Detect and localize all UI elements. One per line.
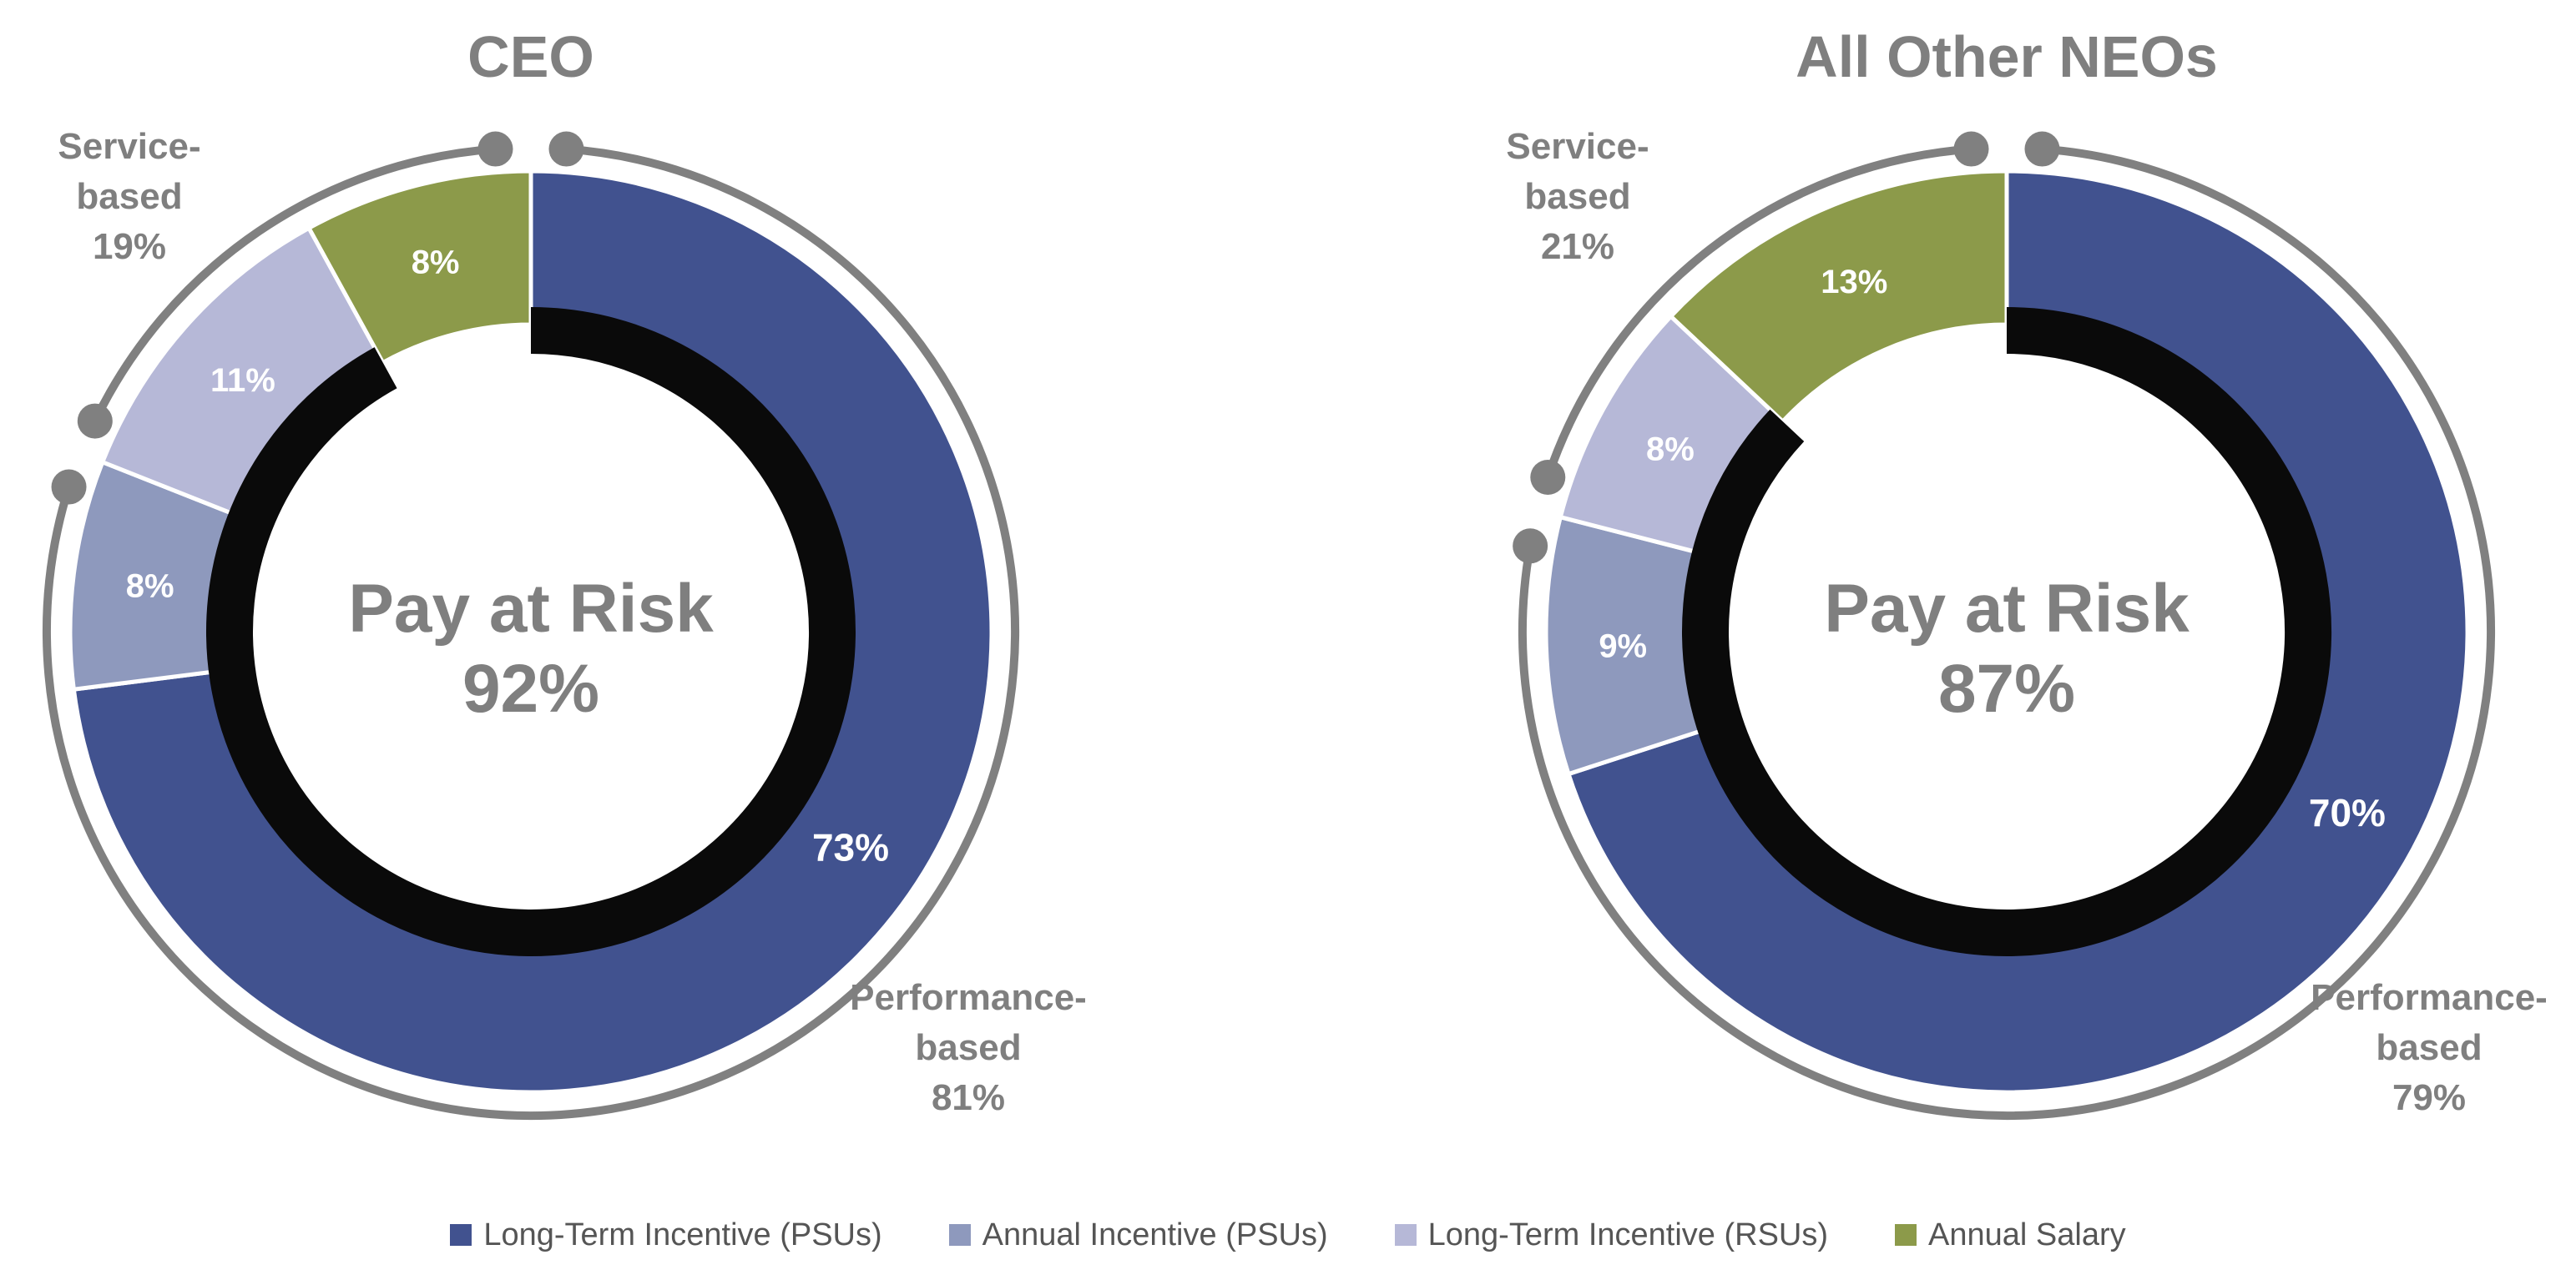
bracket-endpoint (51, 469, 87, 505)
performance-based-label: Performance-based 79% (2311, 977, 2548, 1118)
group-label-line: based (2376, 1027, 2482, 1068)
performance-bracket (43, 144, 1019, 1120)
service-based-label: Service-based 19% (58, 126, 200, 267)
bracket-endpoint (1513, 528, 1548, 564)
donut-slice (306, 169, 533, 365)
legend-swatch-annual-psu (948, 1224, 971, 1246)
legend-swatch-lti-rsu (1394, 1224, 1417, 1246)
center-label: Pay at Risk (348, 571, 714, 647)
group-label-line: Performance- (2311, 977, 2548, 1018)
pay-at-risk-ring (206, 307, 856, 956)
bracket-endpoint (77, 403, 113, 439)
group-label-line: Performance- (850, 977, 1087, 1018)
center-value: 92% (462, 651, 599, 727)
group-label-line: based (915, 1027, 1021, 1068)
bracket-endpoint (1953, 131, 1989, 167)
slice-label: 73% (812, 825, 889, 869)
chart-title: All Other NEOs (1796, 24, 2218, 89)
legend-label: Annual Incentive (PSUs) (982, 1217, 1328, 1252)
slice-label: 8% (126, 567, 174, 604)
slice-label: 8% (1646, 431, 1695, 467)
service-bracket (1543, 144, 1972, 479)
slice-label: 13% (1821, 264, 1887, 300)
legend-label: Annual Salary (1928, 1217, 2126, 1252)
legend-item: Long-Term Incentive (RSUs) (1394, 1217, 1829, 1253)
legend-swatch-annual-salary (1895, 1224, 1917, 1246)
performance-based-label: Performance-based 81% (850, 977, 1087, 1118)
bracket-endpoint (548, 131, 584, 167)
group-label-line: 81% (932, 1077, 1005, 1118)
legend-swatch-lti-psu (450, 1224, 472, 1246)
bracket-endpoint (2024, 131, 2060, 167)
chart-title: CEO (467, 24, 594, 89)
group-label-line: Service- (58, 126, 200, 167)
legend-item: Annual Salary (1895, 1217, 2126, 1253)
slice-label: 70% (2309, 791, 2386, 834)
slice-label: 9% (1599, 627, 1647, 664)
service-based-label: Service-based 21% (1506, 126, 1649, 267)
pay-at-risk-ring (1682, 307, 2331, 956)
group-label-line: Service- (1506, 126, 1649, 167)
chart-legend: Long-Term Incentive (PSUs) Annual Incent… (0, 1210, 2576, 1260)
group-label-line: based (1524, 176, 1630, 217)
bracket-endpoint (1530, 460, 1566, 496)
legend-label: Long-Term Incentive (RSUs) (1427, 1217, 1829, 1252)
slice-label: 8% (412, 244, 460, 280)
bracket-endpoint (477, 131, 513, 167)
group-label-line: based (76, 176, 182, 217)
legend-item: Long-Term Incentive (PSUs) (450, 1217, 882, 1253)
center-value: 87% (1938, 651, 2075, 727)
legend-label: Long-Term Incentive (PSUs) (483, 1217, 882, 1252)
group-label-line: 21% (1541, 226, 1614, 267)
slice-label: 11% (210, 362, 275, 399)
group-label-line: 19% (93, 226, 166, 267)
service-bracket (91, 144, 496, 423)
performance-bracket (1518, 144, 2495, 1120)
legend-item: Annual Incentive (PSUs) (948, 1217, 1328, 1253)
donut-slice (1668, 169, 2009, 425)
center-label: Pay at Risk (1824, 571, 2190, 647)
group-label-line: 79% (2392, 1077, 2466, 1118)
